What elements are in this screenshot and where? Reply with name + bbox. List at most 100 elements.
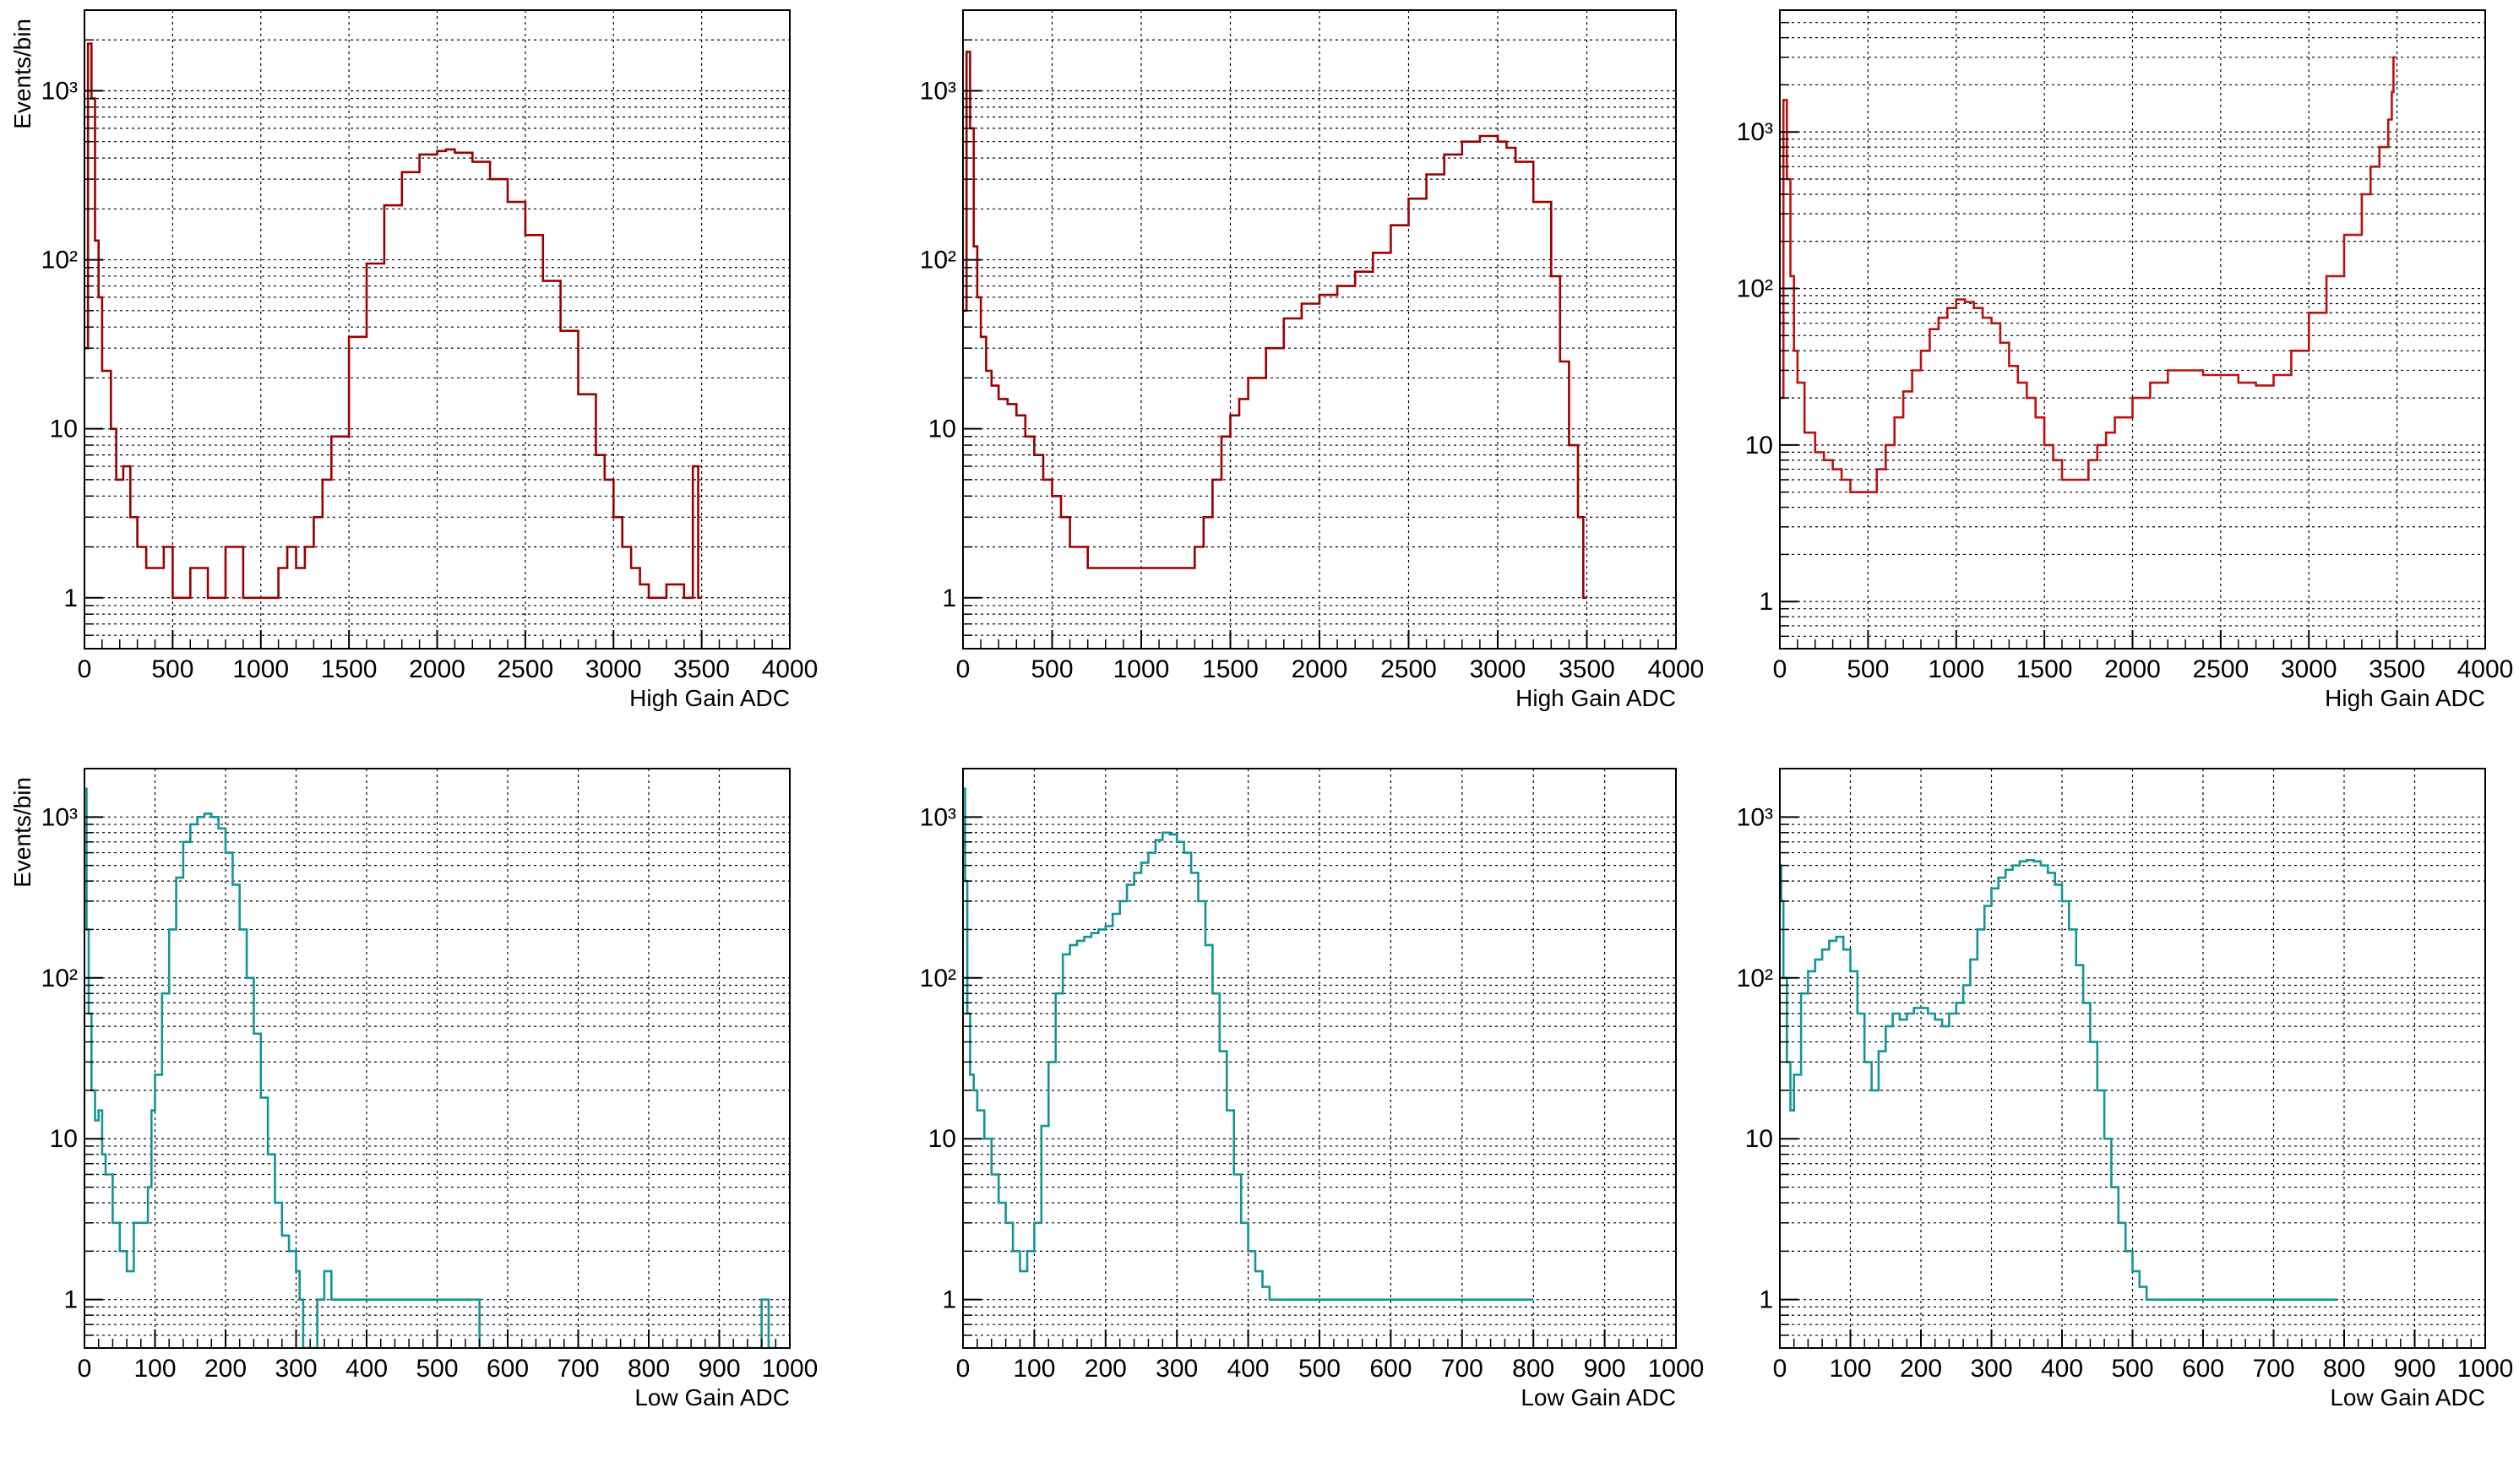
y-axis: 1 10 10² 10³ [920,39,982,636]
x-tick-label: 3000 [585,655,642,683]
y-tick-label: 1 [942,1286,956,1314]
y-tick-label: 10³ [920,77,956,105]
x-axis-title: Low Gain ADC [1521,1384,1676,1411]
grid [963,769,1676,1348]
histogram-series-1 [84,787,776,1348]
x-axis: 0 500 1000 1500 2000 2500 3000 3500 4000 [956,630,1705,683]
x-axis-title: High Gain ADC [1515,685,1676,711]
y-tick-label: 1 [1759,588,1773,616]
x-tick-label: 1000 [762,1355,819,1383]
y-tick-label: 10² [41,247,78,275]
x-tick-label: 1000 [1928,655,1984,683]
panel-4: 0 100 200 300 400 500 600 700 800 900 1000 1 10 10² 10… [9,768,819,1411]
y-axis-title: Events/bin [9,777,35,888]
panel-5: 0 100 200 300 400 500 600 700 800 900 1000 1 10 10² 10… [920,768,1705,1411]
y-tick-label: 10³ [41,77,78,105]
y-tick-label: 10 [928,1125,956,1153]
x-tick-label: 1000 [1113,655,1170,683]
histogram-series-1 [963,51,1587,600]
x-tick-label: 1500 [321,655,378,683]
x-tick-label: 1000 [1648,1355,1705,1383]
y-tick-label: 10 [50,416,78,443]
x-tick-label: 300 [275,1355,317,1383]
x-tick-label: 4000 [762,655,819,683]
x-tick-label: 3500 [673,655,730,683]
x-tick-label: 100 [1829,1355,1871,1383]
x-tick-label: 2500 [2193,655,2250,683]
y-tick-label: 1 [63,1286,78,1314]
y-tick-label: 10² [920,247,956,275]
y-tick-label: 10³ [920,803,956,831]
y-tick-label: 10 [1745,1125,1773,1153]
x-axis: 0 500 1000 1500 2000 2500 3000 3500 4000 [78,630,819,683]
x-tick-label: 500 [1298,1355,1341,1383]
y-tick-label: 10 [50,1125,78,1153]
x-tick-label: 2500 [498,655,554,683]
x-tick-label: 4000 [1648,655,1705,683]
y-axis: 1 10 10² 10³ [920,803,982,1336]
x-tick-label: 600 [487,1355,529,1383]
y-tick-label: 10³ [1737,118,1773,146]
y-tick-label: 10³ [1737,803,1773,831]
x-tick-label: 600 [1369,1355,1412,1383]
x-tick-label: 0 [956,655,971,683]
y-tick-label: 10² [41,965,78,992]
x-axis: 0 500 1000 1500 2000 2500 3000 3500 4000 [1773,630,2514,683]
x-tick-label: 500 [1031,655,1073,683]
grid [1780,10,2485,649]
x-tick-label: 200 [1085,1355,1127,1383]
x-tick-label: 2000 [2104,655,2161,683]
y-tick-label: 10³ [41,803,78,831]
x-tick-label: 800 [1512,1355,1554,1383]
x-tick-label: 0 [1773,655,1787,683]
x-tick-label: 900 [2393,1355,2435,1383]
x-tick-label: 1500 [1202,655,1259,683]
y-axis-title: Events/bin [9,19,35,129]
y-axis: 1 10 10² 10³ [41,803,103,1336]
x-tick-label: 900 [698,1355,740,1383]
grid [1780,769,2485,1348]
x-tick-label: 2500 [1380,655,1437,683]
x-tick-label: 400 [345,1355,388,1383]
x-tick-label: 2000 [1292,655,1348,683]
x-tick-label: 3000 [2281,655,2337,683]
x-tick-label: 3500 [2369,655,2425,683]
x-tick-label: 500 [151,655,193,683]
x-tick-label: 800 [628,1355,670,1383]
x-tick-label: 700 [557,1355,599,1383]
x-axis-title: High Gain ADC [629,685,790,711]
y-tick-label: 10 [1745,432,1773,459]
x-tick-label: 1500 [2016,655,2073,683]
y-tick-label: 10² [1737,965,1773,992]
x-tick-label: 1000 [2457,1355,2514,1383]
x-tick-label: 4000 [2457,655,2514,683]
x-axis-title: Low Gain ADC [2330,1384,2485,1411]
x-tick-label: 700 [1441,1355,1483,1383]
y-tick-label: 1 [1759,1286,1773,1314]
histogram-series-1 [84,42,702,600]
x-tick-label: 300 [1156,1355,1198,1383]
x-axis-title: Low Gain ADC [634,1384,790,1411]
x-axis: 0 100 200 300 400 500 600 700 800 900 1000 [956,1329,1705,1383]
x-tick-label: 200 [1900,1355,1942,1383]
x-tick-label: 3500 [1559,655,1615,683]
x-tick-label: 100 [133,1355,176,1383]
x-tick-label: 500 [416,1355,458,1383]
x-tick-label: 400 [2041,1355,2083,1383]
y-tick-label: 10² [1737,275,1773,303]
y-axis: 1 10 10² 10³ [1737,21,1798,638]
grid [84,10,790,649]
panel-2: 0 500 1000 1500 2000 2500 3000 3500 4000 1 10 10² 10… [920,9,1705,711]
x-tick-label: 800 [2323,1355,2365,1383]
histogram-series-1 [1780,56,2396,493]
panel-1: 0 500 1000 1500 2000 2500 3000 3500 4000 1 10 10² 10… [9,9,819,711]
x-tick-label: 1000 [232,655,289,683]
y-tick-label: 10² [920,965,956,992]
histogram-series-1 [1780,859,2337,1301]
grid [84,769,790,1348]
x-tick-label: 3000 [1470,655,1526,683]
grid [963,10,1676,649]
x-tick-label: 700 [2252,1355,2294,1383]
x-tick-label: 0 [78,1355,92,1383]
